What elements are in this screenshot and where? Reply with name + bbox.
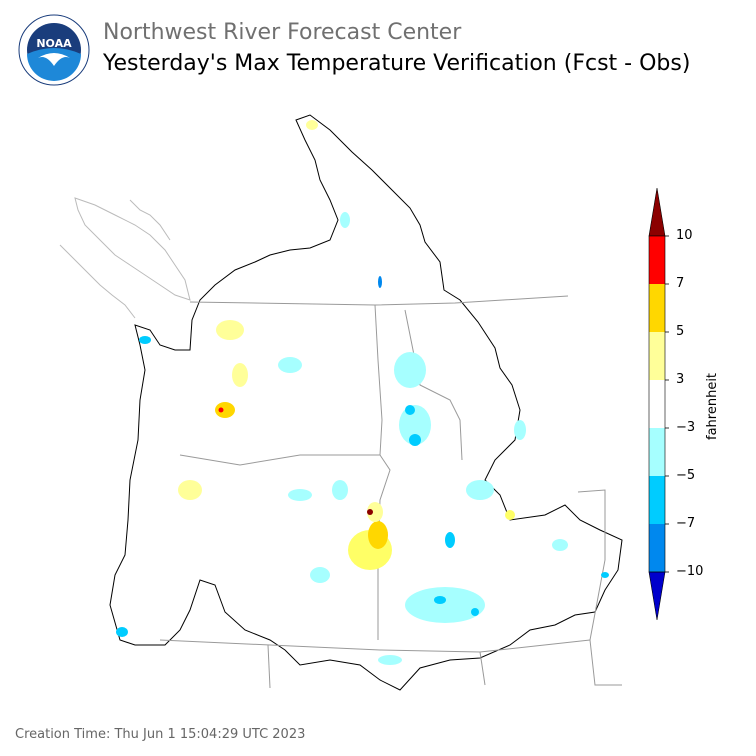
- colorbar-extend-bottom: [648, 571, 666, 621]
- colorbar-bin: [649, 236, 665, 284]
- colorbar-tick-label: −5: [676, 468, 696, 483]
- colorbar-tick-label: −3: [676, 420, 696, 435]
- noaa-logo-icon: NOAA: [18, 14, 90, 86]
- colorbar-extend-top: [648, 187, 666, 237]
- organization-title: Northwest River Forecast Center: [103, 20, 462, 45]
- colorbar-tick-label: 3: [676, 372, 685, 387]
- colorbar-unit-label: fahrenheit: [705, 372, 720, 440]
- colorbar-bin: [649, 332, 665, 380]
- colorbar-tick-label: −10: [676, 564, 704, 579]
- page-title: Yesterday's Max Temperature Verification…: [103, 51, 691, 76]
- colorbar-bin: [649, 476, 665, 524]
- colorbar-bin: [649, 284, 665, 332]
- colorbar-tick-label: 7: [676, 276, 685, 291]
- colorbar-bin: [649, 428, 665, 476]
- colorbar-bin: [649, 524, 665, 572]
- creation-time: Creation Time: Thu Jun 1 15:04:29 UTC 20…: [15, 727, 306, 742]
- colorbar-bin: [649, 380, 665, 428]
- colorbar-tick-label: 10: [676, 228, 693, 243]
- logo-text: NOAA: [36, 37, 72, 50]
- anomaly-patches: [116, 120, 609, 665]
- colorbar-tick-label: −7: [676, 516, 696, 531]
- basin-outline: [109, 114, 623, 691]
- colorbar-tick-label: 5: [676, 324, 685, 339]
